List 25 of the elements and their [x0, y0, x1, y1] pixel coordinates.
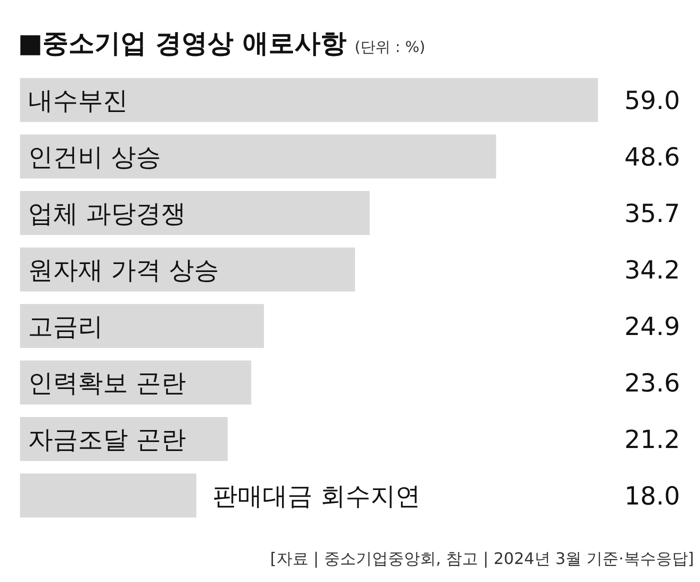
bar — [20, 304, 264, 348]
data-label: 59.0 — [624, 86, 680, 115]
data-label: 23.6 — [624, 368, 680, 398]
bar — [20, 134, 496, 178]
data-label: 48.6 — [624, 142, 680, 172]
y-tick-label: 판매대금 회수지연 — [212, 482, 420, 510]
data-label: 18.0 — [624, 482, 680, 510]
y-tick-label: 인력확보 곤란 — [28, 368, 186, 398]
y-tick-label: 자금조달 곤란 — [28, 425, 186, 454]
bar — [20, 360, 252, 404]
y-tick-label: 고금리 — [28, 312, 103, 341]
bar — [20, 191, 370, 235]
text: [자료 | 중소기업중앙회, 참고 | 2024년 3월 기준·복수응답] — [270, 549, 694, 568]
bar — [20, 78, 598, 122]
y-tick-label: 업체 과당경쟁 — [28, 199, 186, 228]
bar — [20, 474, 196, 518]
data-label: 35.7 — [624, 199, 680, 228]
data-label: 34.2 — [624, 256, 680, 284]
y-tick-label: 인건비 상승 — [28, 142, 161, 172]
bar — [20, 248, 356, 292]
data-label: 24.9 — [624, 312, 680, 341]
y-tick-label: 내수부진 — [28, 86, 128, 115]
y-tick-label: 원자재 가격 상승 — [28, 256, 219, 284]
data-label: 21.2 — [624, 425, 680, 454]
title: ■중소기업 경영상 애로사항 (단위 : %) — [18, 29, 426, 59]
